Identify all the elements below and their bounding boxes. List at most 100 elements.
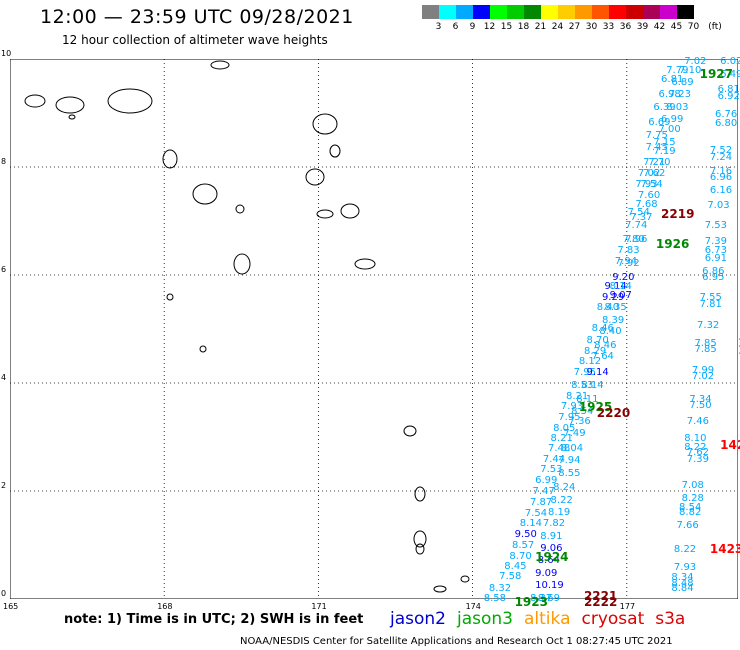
wave-height-label: 8.10 bbox=[684, 432, 707, 444]
satellite-name: altika bbox=[524, 609, 571, 629]
wave-height-label: 8.22 bbox=[684, 441, 707, 453]
legend-swatch bbox=[541, 5, 558, 19]
satellite-legend: jason2 jason3 altika cryosat s3a bbox=[390, 609, 696, 629]
wave-height-label: 6.73 bbox=[704, 244, 728, 256]
x-tick-label: 165 bbox=[3, 602, 19, 611]
y-tick-label: 6 bbox=[1, 265, 7, 274]
pass-time-label: 2219 bbox=[661, 206, 695, 221]
legend-tick-label: 3 bbox=[435, 22, 442, 32]
wave-height-label: 6.76 bbox=[715, 108, 738, 120]
wave-height-label: 7.39 bbox=[704, 235, 728, 247]
wave-height-label: 7.94 bbox=[614, 255, 638, 267]
wave-height-label: 7.68 bbox=[635, 198, 658, 210]
wave-height-label: 7.02 bbox=[691, 370, 715, 382]
legend-swatch bbox=[507, 5, 524, 19]
wave-height-label: 8.40 bbox=[596, 302, 620, 314]
note-text: note: 1) Time is in UTC; 2) SWH is in fe… bbox=[64, 612, 364, 627]
satellite-name: s3a bbox=[655, 609, 686, 629]
wave-height-label: 8.32 bbox=[488, 583, 512, 595]
wave-height-label: 8.46 bbox=[594, 340, 617, 352]
island-outline bbox=[210, 60, 230, 70]
legend-swatch bbox=[473, 5, 490, 19]
wave-height-label: 7.49 bbox=[563, 428, 586, 440]
wave-height-label: 7.74 bbox=[625, 220, 648, 232]
x-tick-label: 177 bbox=[619, 602, 636, 611]
wave-height-label: 7.54 bbox=[524, 507, 548, 519]
pass-time-label: 1927 bbox=[699, 67, 734, 82]
satellite-name: jason3 bbox=[457, 609, 513, 629]
wave-height-label: 7.93 bbox=[635, 178, 658, 190]
wave-height-label: 6.16 bbox=[709, 185, 733, 197]
wave-height-label: 7.75 bbox=[645, 130, 668, 142]
wave-height-label: 6.92 bbox=[717, 90, 740, 102]
wave-height-label: 8.55 bbox=[558, 467, 581, 479]
wave-height-label: 6.02 bbox=[720, 55, 740, 67]
wave-height-label: 8.22 bbox=[673, 544, 697, 556]
wave-height-label: 7.36 bbox=[568, 416, 591, 428]
wave-height-label: 9.14 bbox=[604, 280, 627, 292]
legend-swatch bbox=[592, 5, 609, 19]
island-outline bbox=[403, 425, 417, 437]
island-outline bbox=[235, 204, 245, 214]
island-outline bbox=[68, 114, 76, 120]
wave-height-label: 9.06 bbox=[540, 542, 563, 554]
wave-height-label: 7.34 bbox=[689, 394, 712, 406]
wave-height-label: 7.08 bbox=[681, 479, 704, 491]
wave-height-label: 6.89 bbox=[671, 77, 694, 89]
wave-height-label: 7.93 bbox=[673, 561, 697, 573]
island-outline bbox=[233, 253, 251, 275]
wave-height-label: 6.39 bbox=[653, 101, 676, 113]
wave-height-label: 7.87 bbox=[529, 496, 553, 508]
wave-height-label: 7.15 bbox=[653, 136, 676, 148]
legend-tick-label: 42 bbox=[653, 22, 666, 32]
legend-tick-label: 45 bbox=[670, 22, 683, 32]
wave-height-label: 7.24 bbox=[709, 151, 733, 163]
wave-height-label: 8.54 bbox=[679, 502, 702, 514]
island-outline bbox=[192, 183, 218, 205]
wave-height-label: 9.09 bbox=[535, 567, 558, 579]
wave-height-label: 8.29 bbox=[583, 345, 607, 357]
wave-height-label: 6.98 bbox=[658, 89, 681, 101]
wave-height-label: 6.81 bbox=[661, 73, 684, 85]
wave-height-label: 8.04 bbox=[560, 442, 584, 454]
wave-height-label: 8.39 bbox=[601, 314, 625, 326]
wave-height-label: 8.91 bbox=[540, 530, 563, 542]
legend-tick-label: 12 bbox=[483, 22, 496, 32]
legend-swatch bbox=[456, 5, 473, 19]
legend-tick-label: 39 bbox=[636, 22, 649, 32]
wave-height-label: 7.95 bbox=[558, 412, 581, 424]
island-outline bbox=[312, 113, 338, 135]
wave-height-label: 9.20 bbox=[612, 271, 635, 283]
wave-height-label: 8.22 bbox=[550, 494, 573, 506]
satellite-name: cryosat bbox=[581, 609, 645, 629]
wave-height-label: 7.70 bbox=[648, 157, 671, 169]
wave-height-label: 8.19 bbox=[547, 506, 571, 518]
y-tick-label: 4 bbox=[1, 373, 7, 382]
legend-tick-label: 15 bbox=[500, 22, 513, 32]
wave-height-label: 7.85 bbox=[694, 338, 717, 350]
wave-height-label: 8.58 bbox=[483, 593, 506, 604]
wave-height-label: 7.83 bbox=[617, 244, 640, 256]
wave-height-label: 6.81 bbox=[717, 84, 740, 96]
legend-swatch bbox=[422, 5, 439, 19]
legend-swatch bbox=[575, 5, 592, 19]
island-outline bbox=[55, 96, 85, 114]
wave-height-label: 7.79 bbox=[666, 64, 689, 76]
pass-time-label: 1422 bbox=[720, 438, 740, 453]
wave-height-label: 7.45 bbox=[645, 142, 668, 154]
wave-height-label: 10.19 bbox=[535, 579, 564, 591]
wave-height-label: 8.14 bbox=[519, 518, 542, 530]
wave-height-label: 6.69 bbox=[648, 116, 671, 128]
island-outline bbox=[162, 149, 178, 169]
wave-height-label: 8.40 bbox=[599, 325, 622, 337]
wave-height-label: 7.16 bbox=[709, 166, 733, 178]
legend-tick-label: 70 bbox=[687, 22, 700, 32]
legend-tick-label: 36 bbox=[619, 22, 632, 32]
wave-height-label: 8.12 bbox=[578, 356, 602, 368]
wave-height-label: 7.64 bbox=[591, 351, 614, 363]
legend-swatch bbox=[626, 5, 643, 19]
wave-height-label: 7.00 bbox=[658, 124, 681, 136]
wave-height-label: 7.66 bbox=[676, 520, 699, 532]
island-outline bbox=[340, 203, 360, 219]
legend-tick-label: 18 bbox=[517, 22, 530, 32]
